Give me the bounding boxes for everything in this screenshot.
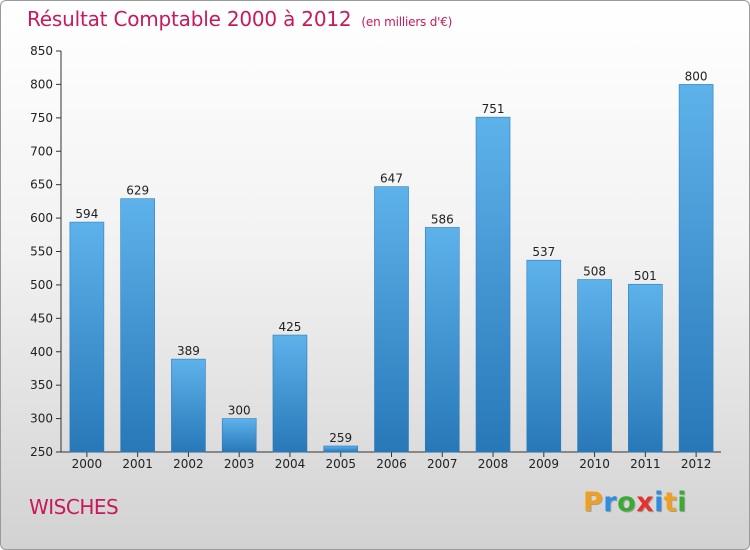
data-label-2009: 537	[532, 245, 555, 259]
data-label-2011: 501	[634, 269, 657, 283]
x-tick-label: 2010	[579, 457, 610, 471]
y-tick-label: 650	[30, 178, 53, 192]
data-label-2004: 425	[279, 320, 302, 334]
x-tick-label: 2009	[529, 457, 560, 471]
logo-letter: o	[617, 487, 637, 518]
x-tick-label: 2007	[427, 457, 458, 471]
y-tick-label: 750	[30, 111, 53, 125]
bar-2004[interactable]	[272, 334, 308, 453]
data-label-2007: 586	[431, 212, 454, 226]
data-label-2003: 300	[228, 404, 251, 418]
y-tick-label: 800	[30, 77, 53, 91]
logo-letter: r	[603, 487, 618, 518]
bar-2005[interactable]	[323, 445, 359, 453]
y-axis: 250 300 350 400 450 500 550 600 650 700 750 800 850	[30, 44, 62, 459]
commune-name: WISCHES	[29, 495, 119, 519]
data-label-2001: 629	[126, 184, 149, 198]
x-tick-label: 2008	[478, 457, 509, 471]
bar-2002[interactable]	[171, 358, 206, 453]
bar-2001[interactable]	[120, 198, 155, 453]
logo-letter: t	[663, 487, 678, 518]
data-label-2012: 800	[685, 69, 708, 83]
data-label-2008: 751	[482, 102, 505, 116]
y-tick-label: 450	[30, 311, 53, 325]
x-tick-label: 2003	[224, 457, 255, 471]
chart-subtitle: (en milliers d'€)	[361, 15, 453, 29]
data-label-2000: 594	[75, 207, 98, 221]
data-label-2010: 508	[583, 265, 606, 279]
bar-2009[interactable]	[526, 259, 562, 453]
x-tick-label: 2000	[72, 457, 103, 471]
bar-2008[interactable]	[475, 116, 511, 453]
logo-letter: i	[654, 487, 664, 518]
y-tick-label: 550	[30, 245, 53, 259]
bars	[69, 84, 714, 453]
x-tick-label: 2012	[681, 457, 712, 471]
x-tick-label: 2005	[325, 457, 356, 471]
x-tick-label: 2002	[173, 457, 204, 471]
y-tick-label: 850	[30, 44, 53, 58]
data-label-2005: 259	[329, 431, 352, 445]
data-label-2006: 647	[380, 172, 403, 186]
bar-2000[interactable]	[69, 221, 105, 453]
logo-letter: x	[636, 487, 655, 518]
x-tick-label: 2001	[122, 457, 153, 471]
bar-2006[interactable]	[374, 186, 409, 453]
x-tick-label: 2006	[376, 457, 407, 471]
logo-letter: i	[677, 487, 688, 518]
y-tick-label: 350	[30, 378, 53, 392]
bar-2012[interactable]	[678, 84, 714, 453]
x-axis: 2000 2001 2002 2003 2004 2005 2006 2007 2008 2009…	[61, 451, 721, 471]
bar-2007[interactable]	[424, 227, 460, 453]
y-tick-label: 600	[30, 211, 53, 225]
y-tick-label: 500	[30, 278, 53, 292]
data-label-2002: 389	[177, 344, 200, 358]
x-tick-label: 2011	[630, 457, 661, 471]
chart-title-text: Résultat Comptable 2000 à 2012	[27, 7, 352, 31]
bar-2010[interactable]	[577, 279, 612, 453]
bar-2011[interactable]	[628, 283, 663, 453]
y-tick-label: 400	[30, 345, 53, 359]
logo-letter: P	[583, 487, 604, 518]
y-tick-label: 700	[30, 144, 53, 158]
proxiti-logo[interactable]: Proxiti	[583, 487, 687, 518]
chart-title: Résultat Comptable 2000 à 2012 (en millie…	[27, 7, 452, 31]
data-labels: 594 629 389 300 425 259 647 586 751 537 508 501 800	[75, 69, 707, 445]
y-tick-label: 250	[30, 445, 53, 459]
y-tick-label: 300	[30, 412, 53, 426]
bar-2003[interactable]	[221, 418, 257, 453]
x-tick-label: 2004	[275, 457, 306, 471]
